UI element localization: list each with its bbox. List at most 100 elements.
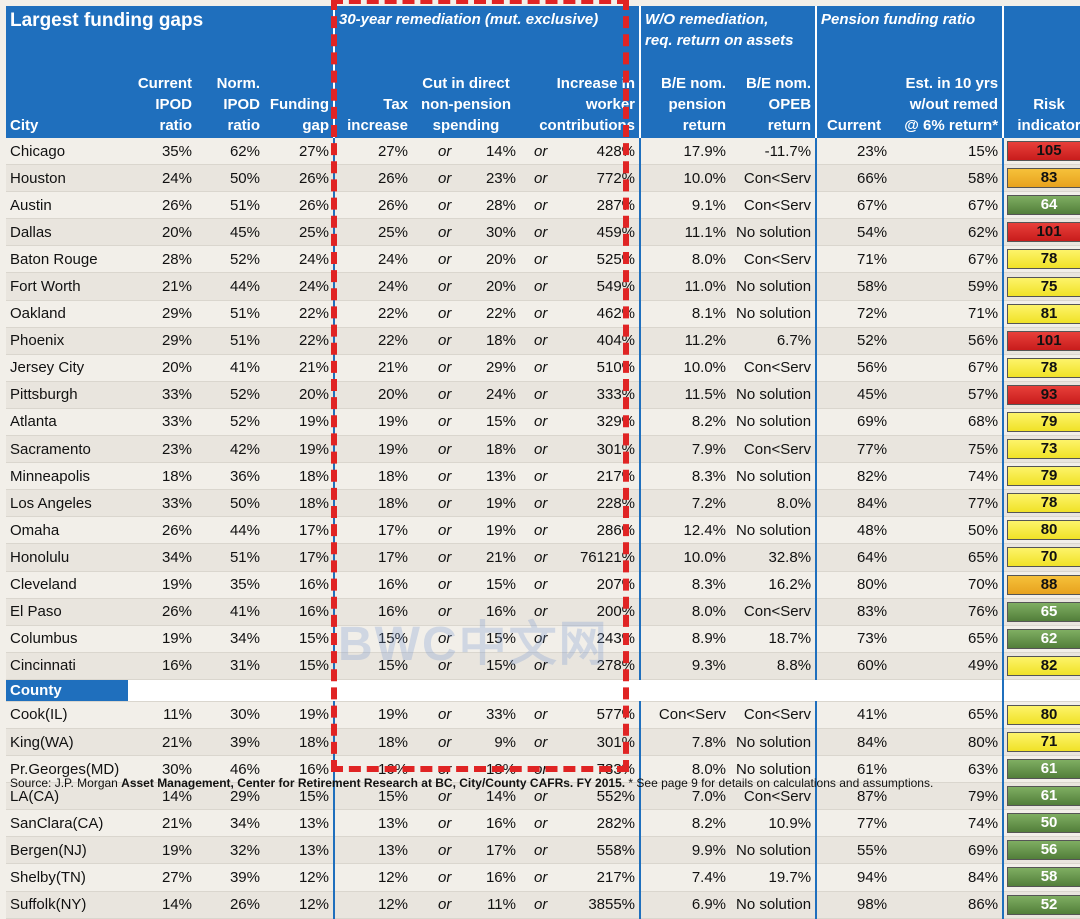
current-ipod-cell: 20% — [128, 218, 196, 247]
current-ipod-cell: 26% — [128, 516, 196, 545]
cut-spending-value: 28% — [485, 196, 516, 214]
risk-indicator-cell: 62 — [1002, 625, 1080, 653]
current-ratio-header: Current — [815, 64, 892, 138]
worker-contributions-value: 3855% — [588, 896, 636, 914]
worker-contributions-cell: or 3855% — [520, 891, 641, 919]
tax-increase-cell: 20% — [333, 381, 412, 409]
cut-spending-cell: or 15% — [412, 571, 520, 599]
cut-spending-value: 16% — [485, 868, 516, 886]
be-opeb-cell: Con<Serv — [730, 598, 817, 626]
risk-indicator-cell: 78 — [1002, 354, 1080, 382]
risk-indicator-cell: 52 — [1002, 891, 1080, 919]
est-10yrs-cell: 50% — [891, 516, 1004, 545]
tax-increase-cell: 24% — [333, 272, 412, 301]
current-ratio-cell: 71% — [815, 245, 892, 274]
funding-gap-cell: 15% — [264, 652, 334, 680]
be-pension-cell: 8.3% — [639, 571, 731, 599]
worker-contributions-value: 772% — [596, 169, 636, 187]
table-row: Dallas 20% 45% 25% 25% or 30% or 459% 11.1% No sol… — [6, 218, 1080, 247]
risk-badge: 52 — [1007, 894, 1080, 915]
or-label: or — [438, 196, 452, 214]
table-row: Shelby(TN) 27% 39% 12% 12% or 16% or 217% 7.4% 19.… — [6, 863, 1080, 892]
cut-spending-value: 33% — [485, 706, 516, 724]
be-pension-header: B/E nom. pension return — [639, 64, 731, 138]
city-cell: Dallas — [6, 218, 128, 247]
current-ratio-cell: 67% — [815, 191, 892, 220]
worker-contributions-cell: or 282% — [520, 809, 641, 838]
worker-contributions-value: 333% — [596, 386, 636, 404]
cut-spending-value: 20% — [485, 278, 516, 296]
cut-spending-value: 29% — [485, 359, 516, 377]
current-ratio-cell: 77% — [815, 435, 892, 464]
or-label: or — [534, 332, 548, 350]
funding-gap-cell: 12% — [264, 891, 334, 919]
cut-spending-cell: or 23% — [412, 164, 520, 193]
current-ratio-cell: 72% — [815, 300, 892, 328]
norm-ipod-cell: 30% — [196, 701, 264, 729]
or-label: or — [534, 733, 548, 751]
source-note: Source: J.P. Morgan Asset Management, Ce… — [10, 776, 934, 790]
tax-increase-cell: 22% — [333, 327, 412, 355]
or-label: or — [534, 841, 548, 859]
current-ipod-cell: 29% — [128, 300, 196, 328]
be-opeb-cell: No solution — [730, 516, 817, 545]
funding-gap-cell: 26% — [264, 191, 334, 220]
norm-ipod-cell: 51% — [196, 327, 264, 355]
risk-badge: 80 — [1007, 704, 1080, 725]
worker-contributions-cell: or 329% — [520, 408, 641, 437]
city-cell: SanClara(CA) — [6, 809, 128, 838]
risk-indicator-cell: 101 — [1002, 327, 1080, 355]
be-opeb-cell: Con<Serv — [730, 354, 817, 382]
table-row: Los Angeles 33% 50% 18% 18% or 19% or 228% 7.2% 8.… — [6, 489, 1080, 518]
risk-badge: 56 — [1007, 840, 1080, 861]
city-cell: Cook(IL) — [6, 701, 128, 729]
or-label: or — [534, 305, 548, 323]
current-ratio-cell: 52% — [815, 327, 892, 355]
worker-contributions-cell: or 287% — [520, 191, 641, 220]
risk-indicator-cell: 105 — [1002, 138, 1080, 166]
current-ratio-cell: 23% — [815, 138, 892, 166]
norm-ipod-cell: 52% — [196, 245, 264, 274]
cut-spending-cell: or 17% — [412, 836, 520, 865]
norm-ipod-cell: 51% — [196, 543, 264, 572]
be-opeb-cell: No solution — [730, 381, 817, 409]
funding-gap-cell: 21% — [264, 354, 334, 382]
current-ipod-cell: 33% — [128, 408, 196, 437]
cut-spending-value: 21% — [485, 548, 516, 566]
norm-ipod-cell: 41% — [196, 598, 264, 626]
or-label: or — [438, 223, 452, 241]
est-10yrs-cell: 65% — [891, 701, 1004, 729]
worker-contributions-cell: or 558% — [520, 836, 641, 865]
current-ratio-cell: 58% — [815, 272, 892, 301]
est-10yrs-cell: 67% — [891, 354, 1004, 382]
risk-badge: 61 — [1007, 786, 1080, 807]
current-ipod-cell: 16% — [128, 652, 196, 680]
current-ratio-cell: 45% — [815, 381, 892, 409]
tax-increase-cell: 18% — [333, 462, 412, 491]
current-ipod-cell: 14% — [128, 891, 196, 919]
risk-badge: 93 — [1007, 384, 1080, 405]
tax-increase-cell: 15% — [333, 625, 412, 653]
funding-gap-cell: 25% — [264, 218, 334, 247]
or-label: or — [438, 169, 452, 187]
or-label: or — [438, 142, 452, 160]
worker-contributions-value: 510% — [596, 359, 636, 377]
est-10yrs-cell: 62% — [891, 218, 1004, 247]
cut-spending-value: 23% — [485, 169, 516, 187]
tax-increase-cell: 21% — [333, 354, 412, 382]
worker-contributions-cell: or 278% — [520, 652, 641, 680]
be-pension-cell: 9.3% — [639, 652, 731, 680]
cut-spending-cell: or 19% — [412, 489, 520, 518]
worker-contributions-value: 278% — [596, 657, 636, 675]
be-opeb-cell: 6.7% — [730, 327, 817, 355]
or-label: or — [534, 521, 548, 539]
be-pension-cell: 7.8% — [639, 728, 731, 757]
tax-increase-cell: 19% — [333, 435, 412, 464]
or-label: or — [438, 250, 452, 268]
cut-spending-cell: or 14% — [412, 138, 520, 166]
funding-gap-cell: 16% — [264, 755, 334, 784]
worker-contributions-cell: or 549% — [520, 272, 641, 301]
be-pension-cell: 11.5% — [639, 381, 731, 409]
funding-gap-cell: 22% — [264, 300, 334, 328]
table-row: Atlanta 33% 52% 19% 19% or 15% or 329% 8.2% No sol… — [6, 408, 1080, 437]
